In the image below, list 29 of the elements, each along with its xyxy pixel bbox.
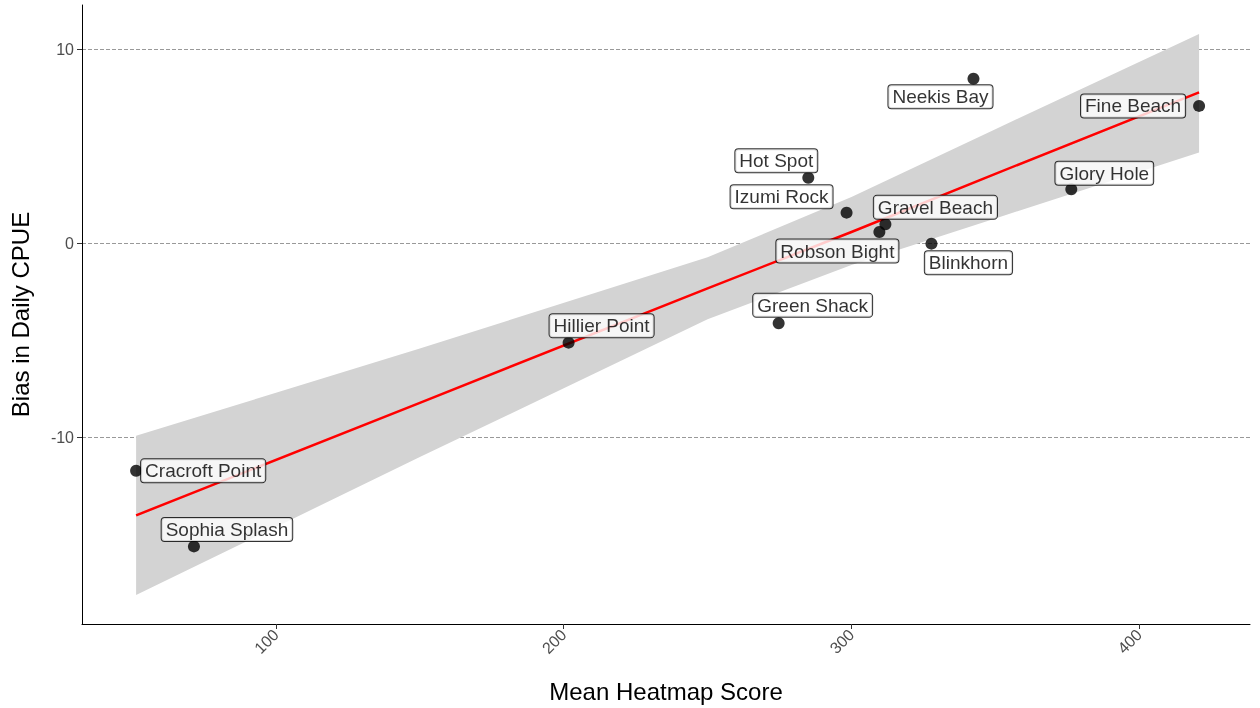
point xyxy=(772,317,785,330)
annotation: Hot Spot xyxy=(739,150,814,172)
annotation: Blinkhorn xyxy=(928,252,1009,274)
annotation: Neekis Bay xyxy=(892,86,990,108)
y-tick-label: 0 xyxy=(65,235,75,253)
annotation: Robson Bight xyxy=(780,240,896,262)
point xyxy=(562,336,575,349)
x-tick-label: 300 xyxy=(826,625,858,657)
point xyxy=(967,72,980,85)
point xyxy=(925,237,938,250)
annotation: Cracroft Point xyxy=(145,460,262,482)
annotation: Green Shack xyxy=(757,294,869,316)
annotation: Gravel Beach xyxy=(877,196,993,218)
x-tick-label: 100 xyxy=(251,625,283,657)
point xyxy=(873,226,886,239)
y-axis-title: Bias in Daily CPUE xyxy=(6,211,34,418)
annotation: Izumi Rock xyxy=(734,186,830,208)
point xyxy=(840,206,853,219)
x-tick-label: 400 xyxy=(1114,625,1146,657)
annotation: Glory Hole xyxy=(1059,162,1150,184)
point xyxy=(802,171,815,184)
x-tick-label: 200 xyxy=(538,625,570,657)
y-tick-label: 10 xyxy=(56,41,75,59)
y-tick-label: -10 xyxy=(50,429,75,447)
x-axis-title: Mean Heatmap Score xyxy=(549,677,783,705)
annotation: Hillier Point xyxy=(553,315,651,337)
annotation: Sophia Splash xyxy=(165,518,289,540)
point xyxy=(1193,99,1206,112)
annotation: Fine Beach xyxy=(1085,95,1182,117)
